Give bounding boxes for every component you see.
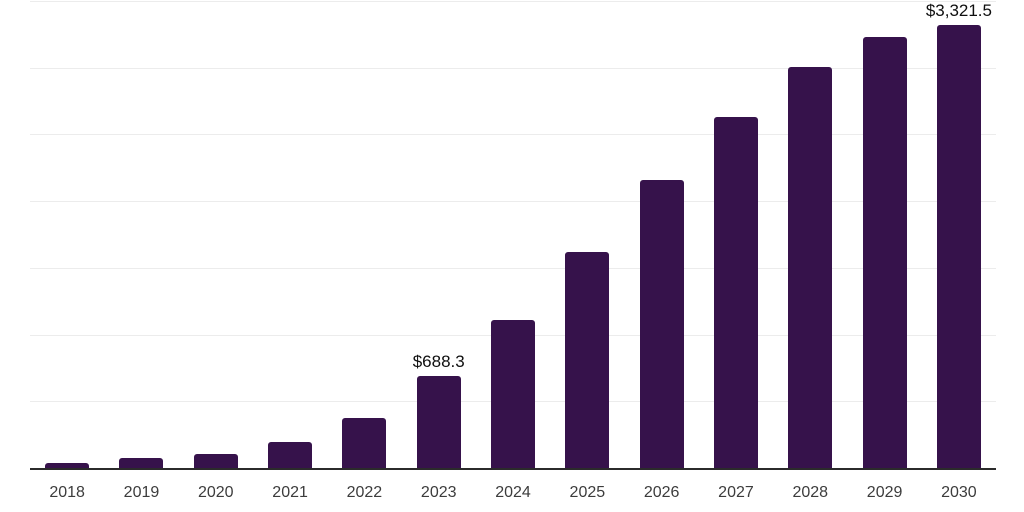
x-tick-2024: 2024 <box>495 484 531 501</box>
bar-column-2024 <box>476 1 550 468</box>
x-tick-2028: 2028 <box>792 484 829 501</box>
bar-2024 <box>491 319 536 468</box>
bar-2029 <box>862 36 907 468</box>
bar-2027 <box>713 116 758 468</box>
x-axis-line <box>30 468 996 470</box>
x-tick-2018: 2018 <box>49 484 85 501</box>
x-axis-tick-labels: 2018 2019 2020 2021 2022 2023 2024 2025 2026 2027… <box>30 484 996 502</box>
bar-2019 <box>119 458 164 468</box>
bar-column-2029 <box>847 1 921 468</box>
bar-2020 <box>193 453 238 468</box>
bar-2021 <box>268 441 313 468</box>
gridline-3500 <box>30 1 996 2</box>
bars-row: $688.3 $3,321.5 <box>30 1 996 468</box>
bar-2023 <box>416 376 461 468</box>
bar-2030 <box>936 24 981 468</box>
bar-column-2028 <box>773 1 847 468</box>
gridline-2500 <box>30 134 996 136</box>
x-tick-2029: 2029 <box>866 484 903 501</box>
bar-2022 <box>342 418 387 468</box>
data-label-2023: $688.3 <box>412 352 465 372</box>
x-tick-2019: 2019 <box>123 484 160 501</box>
bar-column-2018 <box>30 1 104 468</box>
x-tick-2021: 2021 <box>272 484 308 501</box>
bar-column-2019 <box>104 1 178 468</box>
bar-column-2027 <box>699 1 773 468</box>
bar-column-2021 <box>253 1 327 468</box>
bar-column-2023: $688.3 <box>402 1 476 468</box>
bar-2025 <box>565 252 610 468</box>
bar-column-2025 <box>550 1 624 468</box>
x-tick-2023: 2023 <box>420 484 457 501</box>
x-tick-2025: 2025 <box>569 484 606 501</box>
x-tick-2026: 2026 <box>643 484 680 501</box>
x-tick-2027: 2027 <box>718 484 754 501</box>
bar-column-2020 <box>179 1 253 468</box>
bar-column-2022 <box>327 1 401 468</box>
gridline-3000 <box>30 67 996 69</box>
bar-column-2030: $3,321.5 <box>922 1 996 468</box>
gridline-2000 <box>30 201 996 203</box>
gridline-1500 <box>30 267 996 269</box>
bar-column-2026 <box>625 1 699 468</box>
plot-area: $688.3 $3,321.5 <box>30 1 996 468</box>
bar-2018 <box>45 463 90 468</box>
x-tick-2022: 2022 <box>346 484 383 501</box>
data-label-2030: $3,321.5 <box>925 0 992 20</box>
bar-2026 <box>639 179 684 468</box>
x-tick-2030: 2030 <box>941 484 977 501</box>
bar-2028 <box>788 67 833 468</box>
x-tick-2020: 2020 <box>197 484 234 501</box>
